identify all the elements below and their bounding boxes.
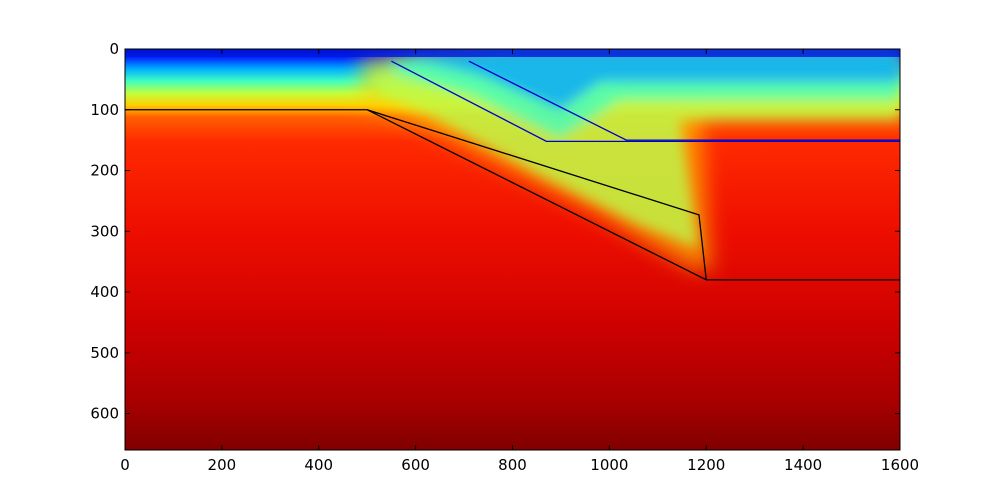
y-tick-label: 0 <box>109 40 119 58</box>
x-tick-label: 1000 <box>590 456 628 474</box>
boundary-lines <box>125 60 900 281</box>
y-tick-label: 600 <box>90 405 119 423</box>
x-tick-label: 200 <box>208 456 237 474</box>
boundary-line-4 <box>468 60 900 141</box>
boundary-line-1 <box>125 109 900 281</box>
y-axis: 0 100 200 300 400 500 600 <box>90 40 900 423</box>
y-tick-label: 100 <box>90 101 119 119</box>
x-tick-label: 600 <box>401 456 430 474</box>
slab-core-field <box>370 50 900 248</box>
x-axis: 0 200 400 600 800 1000 1200 1400 1600 <box>120 49 919 474</box>
y-tick-label: 200 <box>90 162 119 180</box>
x-tick-label: 1600 <box>881 456 919 474</box>
y-tick-label: 300 <box>90 222 119 240</box>
x-tick-label: 1400 <box>784 456 822 474</box>
x-tick-label: 1200 <box>687 456 725 474</box>
x-tick-label: 400 <box>304 456 333 474</box>
boundary-line-2 <box>366 109 707 280</box>
boundary-line-3 <box>391 60 900 143</box>
y-tick-label: 500 <box>90 344 119 362</box>
y-tick-label: 400 <box>90 283 119 301</box>
x-tick-label: 800 <box>498 456 527 474</box>
heatmap-field <box>125 49 900 450</box>
x-tick-label: 0 <box>120 456 130 474</box>
